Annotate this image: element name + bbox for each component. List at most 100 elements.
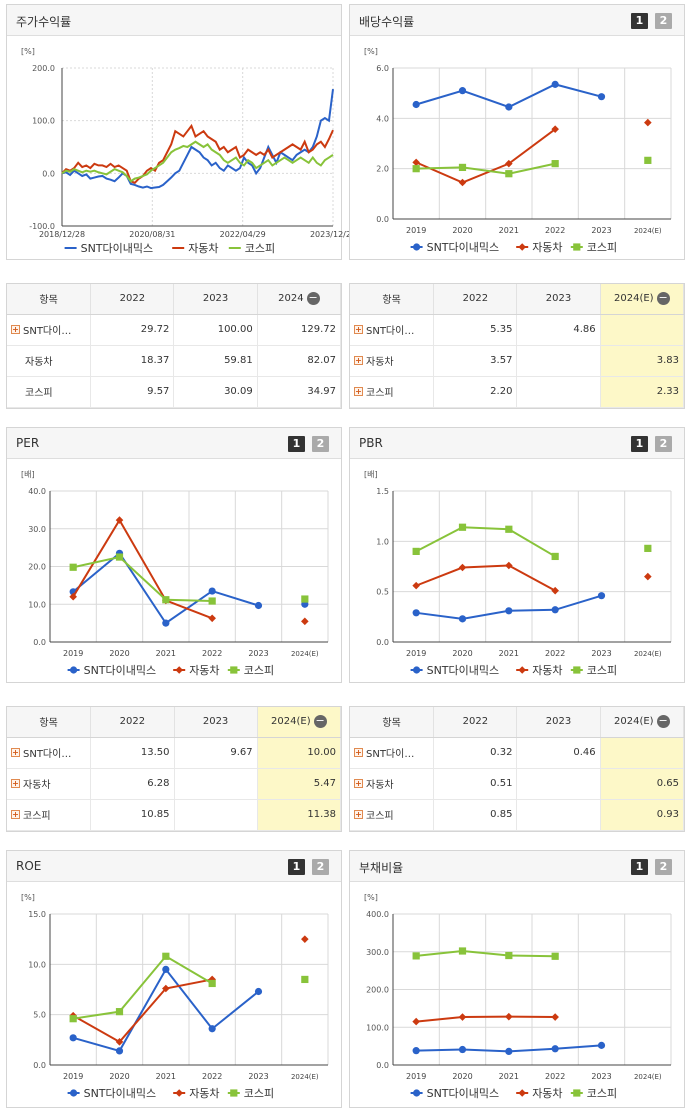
series-line: [72, 555, 213, 603]
x-tick-label: 2024(E): [291, 650, 319, 658]
data-point: [505, 951, 513, 960]
data-point: [301, 617, 309, 626]
data-point: [644, 156, 652, 164]
y-tick-label: 1.0: [376, 537, 389, 546]
table-header-cell: 2024(E) −: [600, 707, 685, 738]
table-cell: [174, 799, 258, 831]
row-label: SNT다이…: [366, 749, 415, 760]
legend-marker: [573, 1089, 581, 1097]
table-cell: 6.28: [90, 768, 175, 800]
table-cell: 82.07: [257, 345, 342, 377]
table-cell: 0.51: [433, 768, 518, 800]
row-label: 코스피: [366, 811, 394, 822]
data-point: [301, 595, 309, 603]
data-point: [301, 935, 309, 943]
x-tick-label: 2021: [156, 1072, 176, 1081]
collapse-icon[interactable]: −: [313, 714, 327, 729]
table-header-cell: 2022: [433, 284, 518, 315]
tab-2-button[interactable]: 2: [655, 436, 672, 452]
row-label: 자동차: [23, 780, 51, 791]
data-point: [551, 160, 559, 168]
x-tick-label: 2021: [156, 649, 176, 658]
expand-icon[interactable]: +: [354, 779, 363, 788]
legend-marker: [518, 1089, 526, 1097]
stock-return-panel: 주가수익률 [%] 200.0 100.0 0.0 -100.0 2018/12/28 20…: [6, 4, 356, 260]
x-tick-label: 2019: [406, 226, 426, 235]
y-tick-label: 6.0: [376, 64, 389, 73]
data-point: [505, 1012, 513, 1021]
table-row: 코스피 9.57 30.09 34.97: [7, 376, 342, 408]
panel-title: 배당수익률: [359, 15, 415, 29]
legend-marker: [413, 243, 421, 251]
data-point: [69, 1034, 77, 1042]
legend-label: 자동차: [189, 664, 219, 677]
x-tick-label: 2023: [591, 226, 611, 235]
data-point: [458, 178, 467, 187]
expand-icon[interactable]: +: [11, 779, 20, 788]
data-point: [208, 597, 216, 605]
data-point: [115, 1038, 124, 1046]
table-row: + 코스피 0.85 0.93: [350, 799, 685, 831]
row-label-cell: + SNT다이…: [350, 737, 435, 769]
x-tick-label: 2023/12/28: [310, 230, 356, 239]
expand-icon[interactable]: +: [11, 810, 20, 819]
data-point: [505, 170, 513, 178]
tab-1-button[interactable]: 1: [631, 859, 648, 875]
series-line: [72, 967, 260, 1053]
y-tick-label: 200.0: [366, 986, 389, 995]
data-point: [162, 619, 170, 627]
legend-marker: [175, 1089, 183, 1097]
unit-label: [%]: [364, 47, 378, 56]
collapse-icon[interactable]: −: [656, 291, 670, 306]
tab-2-button[interactable]: 2: [655, 13, 672, 29]
y-tick-label: 100.0: [32, 117, 55, 126]
data-point: [412, 100, 420, 109]
roe-chart: [%] 15.0 10.0 5.0 0.0 2019 2020 2021 2022 2023 202…: [21, 893, 329, 1100]
row-label: 자동차: [366, 780, 394, 791]
y-tick-label: 15.0: [28, 910, 46, 919]
table-cell: 18.37: [90, 345, 175, 377]
expand-icon[interactable]: +: [354, 387, 363, 396]
data-point: [412, 1017, 420, 1026]
series-line: [416, 949, 556, 958]
table-cell: 3.83: [600, 345, 685, 377]
expand-icon[interactable]: +: [354, 356, 363, 365]
legend-marker: [573, 666, 581, 674]
tab-2-button[interactable]: 2: [655, 859, 672, 875]
y-tick-label: 30.0: [28, 525, 46, 534]
table-row: + SNT다이… 5.35 4.86: [350, 314, 685, 346]
unit-label: [%]: [364, 893, 378, 902]
table-cell: 34.97: [257, 376, 342, 408]
collapse-icon[interactable]: −: [306, 291, 320, 306]
expand-icon[interactable]: +: [354, 325, 363, 334]
expand-icon[interactable]: +: [354, 748, 363, 757]
table-cell: 4.86: [516, 314, 601, 346]
legend-marker: [413, 666, 421, 674]
tab-1-button[interactable]: 1: [288, 859, 305, 875]
table-cell: 0.85: [433, 799, 518, 831]
tab-2-button[interactable]: 2: [312, 859, 329, 875]
table-header-label: 2024(E): [271, 716, 311, 728]
tab-1-button[interactable]: 1: [631, 436, 648, 452]
data-point: [412, 547, 420, 555]
x-tick-label: 2021: [499, 649, 519, 658]
table-row: + 자동차 0.51 0.65: [350, 768, 685, 800]
tab-1-button[interactable]: 1: [288, 436, 305, 452]
table-cell: 2.20: [433, 376, 518, 408]
panel-title: PBR: [359, 436, 383, 450]
collapse-icon[interactable]: −: [656, 714, 670, 729]
table-cell: [516, 799, 601, 831]
tab-1-button[interactable]: 1: [631, 13, 648, 29]
data-point: [69, 563, 77, 571]
y-tick-label: 0.0: [33, 638, 46, 647]
expand-icon[interactable]: +: [11, 748, 20, 757]
expand-icon[interactable]: +: [354, 810, 363, 819]
table-header-cell: 항목: [350, 284, 435, 315]
tab-2-button[interactable]: 2: [312, 436, 329, 452]
table-header-cell: 2024(E) −: [600, 284, 685, 315]
data-point: [162, 984, 170, 993]
panel-header: ROE 1 2: [7, 851, 341, 882]
y-tick-label: 5.0: [33, 1011, 46, 1020]
expand-icon[interactable]: +: [11, 325, 20, 334]
data-point: [208, 979, 216, 988]
